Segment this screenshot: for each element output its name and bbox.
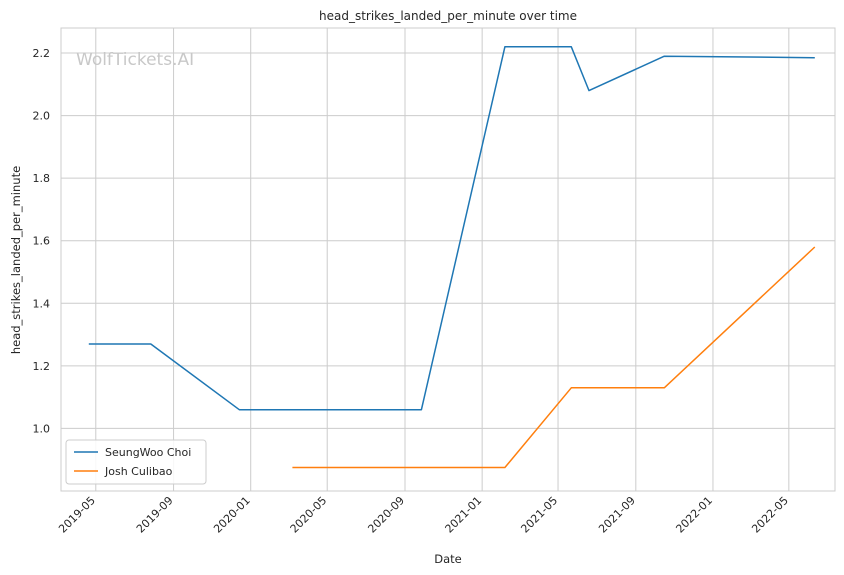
y-tick-label: 2.2 xyxy=(33,47,51,60)
legend-box xyxy=(65,439,207,485)
legend: SeungWoo Choi Josh Culibao xyxy=(65,439,207,485)
series-line-seungwoo-choi xyxy=(88,46,815,411)
y-tick-label: 2.0 xyxy=(33,110,51,123)
chart-title: head_strikes_landed_per_minute over time xyxy=(319,9,577,23)
y-tick-label: 1.0 xyxy=(33,422,51,435)
y-axis-label: head_strikes_landed_per_minute xyxy=(9,166,23,354)
series-line-josh-culibao xyxy=(292,246,816,469)
grid xyxy=(61,28,835,491)
watermark: WolfTickets.AI xyxy=(76,50,194,70)
plot-area-frame xyxy=(60,27,836,492)
y-tick-labels: 1.0 1.2 1.4 1.6 1.8 2.0 2.2 xyxy=(33,47,51,435)
y-tick-label: 1.4 xyxy=(33,297,51,310)
legend-label-josh-culibao: Josh Culibao xyxy=(104,465,173,478)
series-lines xyxy=(88,46,816,469)
y-tick-label: 1.2 xyxy=(33,360,51,373)
legend-label-seungwoo-choi: SeungWoo Choi xyxy=(105,446,191,459)
x-axis-label: Date xyxy=(434,552,462,566)
y-tick-label: 1.6 xyxy=(33,235,51,248)
y-tick-label: 1.8 xyxy=(33,172,51,185)
